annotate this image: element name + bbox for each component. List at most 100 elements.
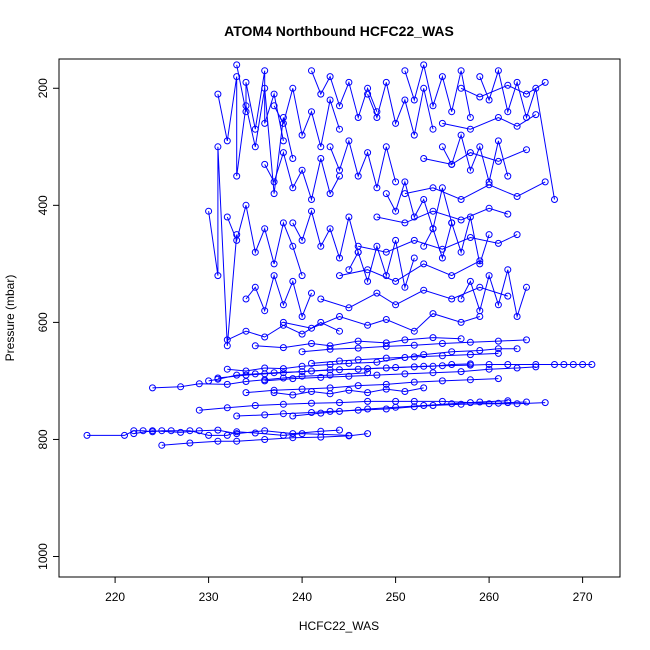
data-point — [308, 108, 315, 116]
data-point — [308, 324, 315, 332]
series-14 — [317, 283, 512, 312]
series-25 — [242, 272, 315, 320]
data-point — [195, 427, 203, 435]
data-point — [485, 178, 493, 186]
data-point — [410, 254, 418, 262]
data-point — [214, 90, 222, 98]
data-point — [298, 348, 306, 356]
data-point — [308, 207, 315, 215]
data-point — [242, 389, 250, 397]
data-point — [308, 409, 315, 416]
data-point — [485, 96, 493, 104]
data-point — [476, 260, 484, 268]
data-point — [494, 67, 502, 75]
data-point — [233, 430, 241, 438]
data-point — [261, 225, 269, 233]
series-line — [208, 146, 238, 346]
data-point — [223, 213, 231, 221]
data-point — [420, 260, 428, 268]
data-point — [466, 125, 474, 133]
data-point — [541, 178, 549, 186]
data-point — [438, 184, 446, 192]
data-point — [382, 316, 390, 323]
data-point — [308, 289, 315, 297]
data-point — [513, 193, 521, 200]
data-point — [251, 143, 259, 151]
data-point — [223, 365, 231, 373]
data-point — [392, 301, 400, 309]
data-point — [354, 248, 362, 256]
data-point — [326, 73, 334, 81]
data-point — [270, 190, 278, 198]
series-43 — [308, 349, 502, 367]
data-point — [429, 225, 437, 233]
data-point — [270, 386, 278, 394]
data-point — [270, 272, 278, 280]
data-point — [214, 374, 222, 382]
data-point — [233, 61, 241, 69]
data-point — [270, 178, 278, 186]
data-point — [298, 362, 306, 370]
data-point — [476, 143, 484, 151]
y-tick-label: 400 — [36, 195, 50, 215]
series-20 — [438, 111, 540, 133]
data-point — [167, 427, 175, 435]
data-point — [551, 196, 558, 203]
data-point — [532, 111, 540, 119]
data-point — [485, 272, 493, 280]
data-point — [270, 389, 278, 397]
data-point — [233, 172, 241, 180]
data-point — [420, 384, 428, 392]
series-5 — [195, 397, 530, 414]
series-line — [329, 139, 397, 188]
data-point — [233, 437, 241, 445]
data-point — [279, 400, 287, 408]
data-point — [121, 431, 128, 439]
data-point — [373, 114, 381, 121]
data-point — [139, 427, 147, 435]
data-point — [223, 336, 231, 344]
data-point — [195, 380, 203, 388]
data-point — [420, 155, 428, 162]
x-tick-label: 240 — [292, 590, 312, 604]
data-point — [289, 391, 297, 399]
data-point — [317, 242, 325, 250]
data-point — [251, 283, 259, 291]
series-line — [320, 286, 508, 309]
data-point — [317, 155, 325, 162]
series-1 — [130, 426, 343, 438]
data-point — [382, 405, 390, 413]
data-point — [317, 373, 325, 381]
data-point — [476, 347, 484, 354]
data-point — [429, 310, 437, 318]
data-point — [214, 143, 222, 151]
data-point — [345, 137, 353, 145]
data-point — [279, 410, 287, 418]
data-point — [476, 398, 484, 406]
x-axis: 220 230 240 250 260 270 — [105, 577, 593, 604]
data-point — [354, 172, 362, 180]
data-point — [354, 344, 362, 352]
data-point — [420, 351, 428, 359]
data-point — [326, 143, 334, 151]
data-point — [195, 406, 203, 414]
series-34 — [401, 61, 474, 121]
data-point — [364, 90, 372, 98]
series-33 — [382, 178, 456, 233]
data-point — [438, 362, 446, 370]
data-point — [438, 73, 446, 81]
data-point — [476, 307, 484, 315]
data-point — [242, 371, 250, 379]
data-point — [401, 96, 409, 104]
data-point — [466, 213, 474, 221]
data-point — [494, 399, 502, 407]
data-point — [429, 369, 437, 377]
data-point — [588, 361, 596, 368]
data-point — [410, 213, 418, 221]
data-point — [513, 400, 521, 408]
data-point — [401, 370, 409, 378]
data-point — [485, 231, 493, 239]
data-point — [504, 172, 512, 180]
data-point — [270, 90, 278, 98]
data-point — [261, 67, 269, 75]
